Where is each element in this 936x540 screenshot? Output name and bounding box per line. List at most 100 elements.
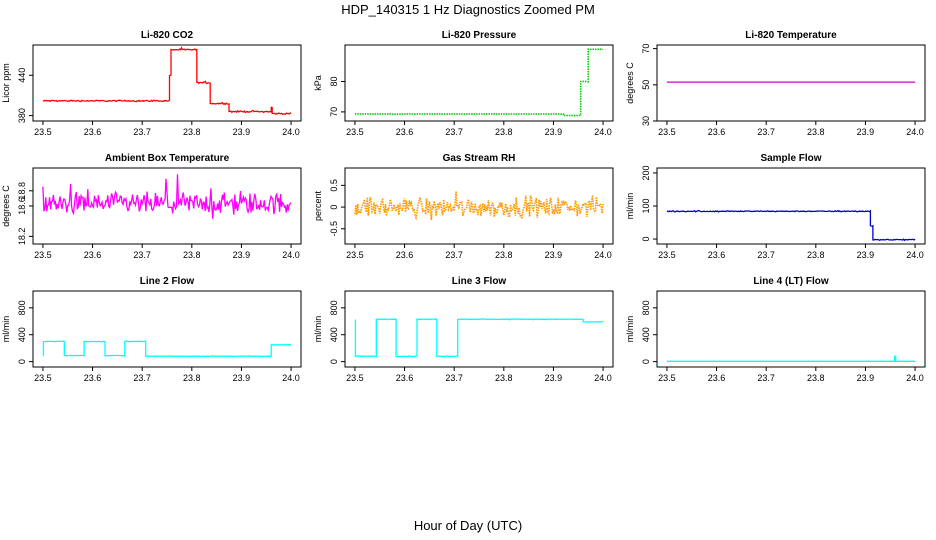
x-tick-label: 24.0 (594, 127, 612, 137)
plot-frame (32, 290, 302, 368)
x-tick-label: 24.0 (282, 127, 300, 137)
y-tick-label: 0 (641, 359, 651, 364)
y-tick-label: 0 (329, 359, 339, 364)
y-tick-label: 50 (641, 80, 651, 90)
x-tick-label: 23.7 (133, 127, 151, 137)
y-tick-label: 70 (641, 44, 651, 54)
x-tick-label: 23.7 (445, 373, 463, 383)
x-tick-label: 24.0 (906, 127, 924, 137)
y-tick-label: 30 (641, 116, 651, 126)
series-line (666, 209, 916, 242)
x-tick-label: 23.5 (34, 250, 52, 260)
y-tick-label: 400 (641, 327, 651, 342)
y-tick-label: 800 (641, 300, 651, 315)
y-tick-label: 0 (641, 237, 651, 242)
x-tick-label: 23.5 (34, 127, 52, 137)
x-tick-label: 23.9 (857, 373, 875, 383)
x-tick-label: 24.0 (906, 373, 924, 383)
panel-title: Ambient Box Temperature (105, 153, 230, 164)
plot-frame (32, 44, 302, 122)
panel-title: Sample Flow (760, 153, 821, 164)
x-tick-label: 23.6 (84, 250, 102, 260)
x-tick-label: 23.9 (857, 127, 875, 137)
panel-title: Gas Stream RH (443, 153, 516, 164)
y-axis-label: degrees C (1, 185, 11, 227)
x-tick-label: 23.6 (396, 250, 414, 260)
x-tick-label: 23.7 (133, 373, 151, 383)
y-tick-label: 440 (17, 68, 27, 83)
series-line (42, 46, 292, 116)
x-tick-label: 23.9 (233, 373, 251, 383)
x-tick-label: 23.9 (233, 250, 251, 260)
x-tick-label: 23.6 (396, 127, 414, 137)
x-tick-label: 23.8 (183, 373, 201, 383)
x-tick-label: 23.6 (708, 250, 726, 260)
panel-title: Li-820 Pressure (442, 30, 517, 41)
x-tick-label: 23.8 (183, 250, 201, 260)
x-tick-label: 23.8 (495, 127, 513, 137)
x-tick-label: 23.5 (346, 373, 364, 383)
y-axis-label: ml/min (313, 316, 323, 343)
chart-panel: Gas Stream RH percent 23.5 23.6 23.7 23.8 23.9… (313, 153, 614, 260)
plot-frame (344, 167, 614, 245)
panel-title: Line 3 Flow (452, 276, 507, 287)
x-tick-label: 23.6 (84, 127, 102, 137)
y-tick-label: 400 (17, 327, 27, 342)
x-tick-label: 23.6 (708, 373, 726, 383)
plot-frame (656, 44, 926, 122)
y-tick-label: 400 (329, 327, 339, 342)
x-tick-label: 23.7 (133, 250, 151, 260)
panel-title: Line 4 (LT) Flow (753, 276, 829, 287)
y-tick-label: 18.6 (17, 197, 27, 215)
y-tick-label: 0.5 (329, 179, 339, 192)
y-tick-label: 100 (641, 198, 651, 213)
x-tick-label: 23.5 (658, 127, 676, 137)
x-tick-label: 24.0 (906, 250, 924, 260)
plot-frame (344, 290, 614, 368)
chart-panel: Li-820 Pressure kPa 23.5 23.6 23.7 23.8 23.9 24… (313, 30, 614, 137)
series-line (666, 355, 916, 362)
x-tick-label: 23.5 (34, 373, 52, 383)
chart-panel: Sample Flow ml/min 23.5 23.6 23.7 23.8 23.9 24.… (625, 153, 926, 260)
x-tick-label: 23.8 (807, 373, 825, 383)
x-tick-label: 23.8 (495, 373, 513, 383)
x-tick-label: 24.0 (282, 373, 300, 383)
x-tick-label: 23.7 (445, 127, 463, 137)
x-tick-label: 23.8 (495, 250, 513, 260)
x-tick-label: 23.9 (545, 250, 563, 260)
x-tick-label: 23.5 (658, 250, 676, 260)
figure-x-axis-label: Hour of Day (UTC) (413, 518, 523, 533)
x-tick-label: 24.0 (594, 250, 612, 260)
x-tick-label: 23.9 (233, 127, 251, 137)
x-tick-label: 23.8 (807, 250, 825, 260)
series-line (354, 191, 604, 221)
y-tick-label: 380 (17, 108, 27, 123)
chart-panel: Line 4 (LT) Flow ml/min 23.5 23.6 23.7 23.8 23… (625, 276, 926, 383)
y-tick-label: 200 (641, 165, 651, 180)
x-tick-label: 24.0 (282, 250, 300, 260)
y-tick-label: 80 (329, 76, 339, 86)
y-axis-label: Licor ppm (1, 63, 11, 103)
y-tick-label: 800 (17, 300, 27, 315)
x-tick-label: 23.6 (708, 127, 726, 137)
y-axis-label: percent (313, 190, 323, 221)
panel-title: Li-820 CO2 (141, 30, 194, 41)
x-tick-label: 23.5 (346, 250, 364, 260)
plot-frame (656, 290, 926, 368)
y-tick-label: 18.2 (17, 228, 27, 246)
series-line (354, 317, 604, 358)
chart-panel: Li-820 CO2 Licor ppm 23.5 23.6 23.7 23.8 23.9 2… (1, 30, 302, 137)
y-axis-label: ml/min (1, 316, 11, 343)
y-axis-label: degrees C (625, 62, 635, 104)
series-line (354, 48, 604, 117)
plot-frame (344, 44, 614, 122)
series-line (42, 340, 292, 358)
plot-frame (656, 167, 926, 245)
x-tick-label: 23.7 (757, 373, 775, 383)
y-tick-label: 0 (329, 205, 339, 210)
series-line (42, 174, 292, 219)
x-tick-label: 23.6 (396, 373, 414, 383)
chart-panel: Line 2 Flow ml/min 23.5 23.6 23.7 23.8 23.9 24.… (1, 276, 302, 383)
y-axis-label: ml/min (625, 316, 635, 343)
x-tick-label: 23.7 (757, 250, 775, 260)
